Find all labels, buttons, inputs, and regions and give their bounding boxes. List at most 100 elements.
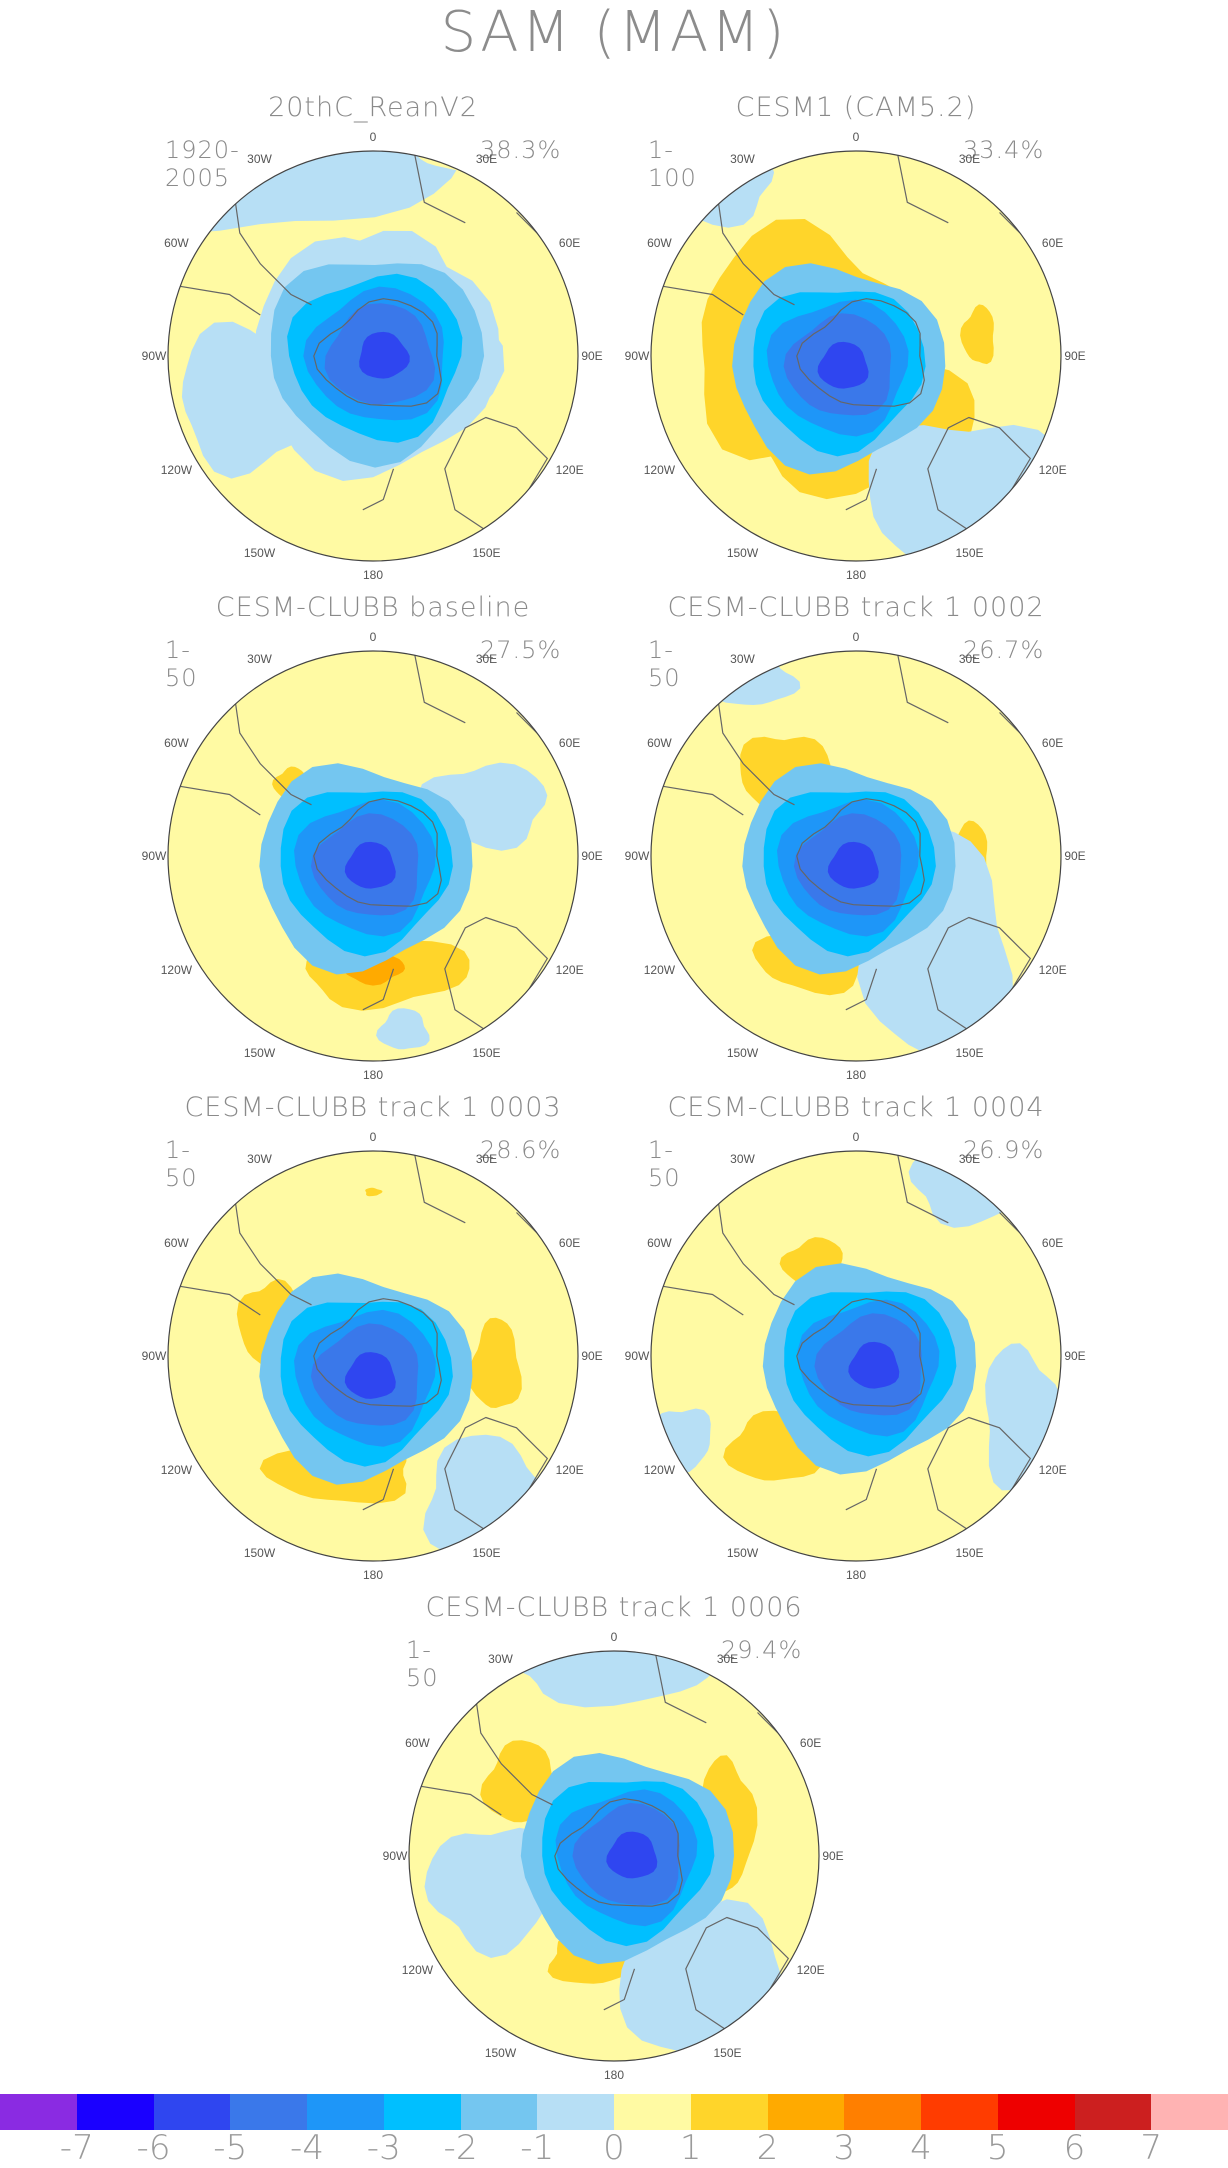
coastline — [413, 1151, 466, 1224]
panel-period: 1-50 — [648, 1136, 681, 1192]
longitude-label: 120E — [555, 962, 584, 977]
antarctica-coastline — [313, 1298, 442, 1407]
longitude-label: 30W — [730, 152, 755, 167]
coastline — [228, 161, 312, 306]
longitude-label: 0 — [369, 1130, 377, 1144]
colorbar-swatch — [383, 2094, 461, 2130]
positive-anomaly-region — [960, 304, 994, 365]
coastline — [654, 1651, 707, 1724]
colorbar-tick-label: 1 — [679, 2128, 702, 2168]
coastline — [896, 651, 949, 724]
coastline — [603, 1968, 636, 2011]
longitude-label: 30W — [488, 1652, 513, 1667]
longitude-label: 60W — [647, 735, 672, 750]
panel-variance-percent: 33.4% — [963, 136, 1045, 164]
coastline — [516, 1212, 538, 1234]
longitude-label: 120E — [1038, 462, 1067, 477]
coastline — [413, 151, 466, 224]
longitude-label: 150W — [726, 1045, 759, 1060]
longitude-label: 30W — [730, 1152, 755, 1167]
longitude-label: 120E — [1038, 962, 1067, 977]
colorbar-swatch — [0, 2094, 77, 2130]
coastline — [651, 283, 744, 316]
colorbar-swatch — [767, 2094, 845, 2130]
longitude-label: 30E — [475, 152, 498, 167]
longitude-label: 30W — [730, 652, 755, 667]
core-anomaly-contour — [848, 1341, 900, 1389]
longitude-label: 180 — [845, 1568, 867, 1582]
colorbar — [0, 2094, 1228, 2130]
longitude-label: 60E — [558, 1235, 581, 1250]
panel-variance-percent: 29.4% — [721, 1636, 803, 1664]
longitude-label: 90W — [624, 349, 650, 363]
main-title: SAM (MAM) — [440, 0, 788, 65]
longitude-label: 150E — [955, 1045, 984, 1060]
coastline — [228, 1161, 312, 1306]
colorbar-tick-label: 6 — [1063, 2128, 1086, 2168]
colorbar-tick-label: 5 — [986, 2128, 1009, 2168]
colorbar-tick-label: -7 — [59, 2128, 94, 2168]
longitude-label: 30E — [716, 1652, 739, 1667]
longitude-label: 120W — [160, 462, 193, 477]
longitude-label: 120W — [160, 1462, 193, 1477]
coastline — [362, 468, 395, 511]
longitude-label: 90E — [581, 849, 603, 863]
coastline — [896, 1151, 949, 1224]
panel-title: 20thC_ReanV2 — [268, 92, 478, 123]
map-boundary — [408, 1650, 820, 2062]
positive-anomaly-region — [365, 1187, 383, 1197]
core-anomaly-contour — [827, 841, 879, 889]
longitude-label: 60W — [647, 1235, 672, 1250]
longitude-label: 120W — [160, 962, 193, 977]
panel-title: CESM-CLUBB track 1 0004 — [667, 1092, 1045, 1123]
longitude-label: 60W — [405, 1735, 430, 1750]
core-anomaly-contour — [344, 1352, 396, 1399]
colorbar-tick-label: 2 — [756, 2128, 779, 2168]
colorbar-swatch — [307, 2094, 384, 2130]
antarctica-coastline — [313, 298, 442, 407]
longitude-label: 60E — [799, 1735, 822, 1750]
colorbar-tick-label: 7 — [1140, 2128, 1163, 2168]
longitude-label: 180 — [845, 1068, 867, 1082]
longitude-label: 60E — [1041, 1235, 1064, 1250]
longitude-label: 90W — [141, 849, 167, 863]
longitude-label: 60E — [558, 235, 581, 250]
longitude-label: 180 — [603, 2068, 625, 2082]
coastline — [362, 1468, 395, 1511]
panel-title: CESM-CLUBB baseline — [215, 592, 531, 623]
colorbar-tick-label: -2 — [443, 2128, 478, 2168]
longitude-label: 30E — [958, 152, 981, 167]
longitude-label: 0 — [852, 630, 860, 644]
longitude-label: 60W — [164, 735, 189, 750]
antarctica-coastline — [554, 1798, 683, 1907]
longitude-label: 90E — [581, 349, 603, 363]
longitude-label: 0 — [369, 630, 377, 644]
panel-title: CESM-CLUBB track 1 0006 — [425, 1592, 803, 1623]
longitude-label: 120W — [643, 462, 676, 477]
coastline — [168, 283, 261, 316]
longitude-label: 90E — [1064, 1349, 1086, 1363]
colorbar-tick-label: -4 — [290, 2128, 324, 2168]
map-boundary — [650, 150, 1062, 562]
colorbar-tick-label: -3 — [366, 2128, 401, 2168]
longitude-label: 30E — [958, 1152, 981, 1167]
longitude-label: 60E — [1041, 735, 1064, 750]
longitude-label: 150E — [472, 1045, 501, 1060]
longitude-label: 150W — [726, 545, 759, 560]
colorbar-swatch — [921, 2094, 998, 2130]
longitude-label: 150E — [472, 1545, 501, 1560]
longitude-label: 120W — [401, 1962, 434, 1977]
longitude-label: 60W — [164, 1235, 189, 1250]
panel-variance-percent: 26.7% — [963, 636, 1045, 664]
longitude-label: 90W — [624, 849, 650, 863]
colorbar-tick-label: -1 — [520, 2128, 555, 2168]
coastline — [999, 712, 1021, 734]
colorbar-tick-label: 3 — [833, 2128, 856, 2168]
panel-title: CESM-CLUBB track 1 0002 — [667, 592, 1045, 623]
map-boundary — [167, 150, 579, 562]
core-anomaly-contour — [359, 331, 410, 379]
